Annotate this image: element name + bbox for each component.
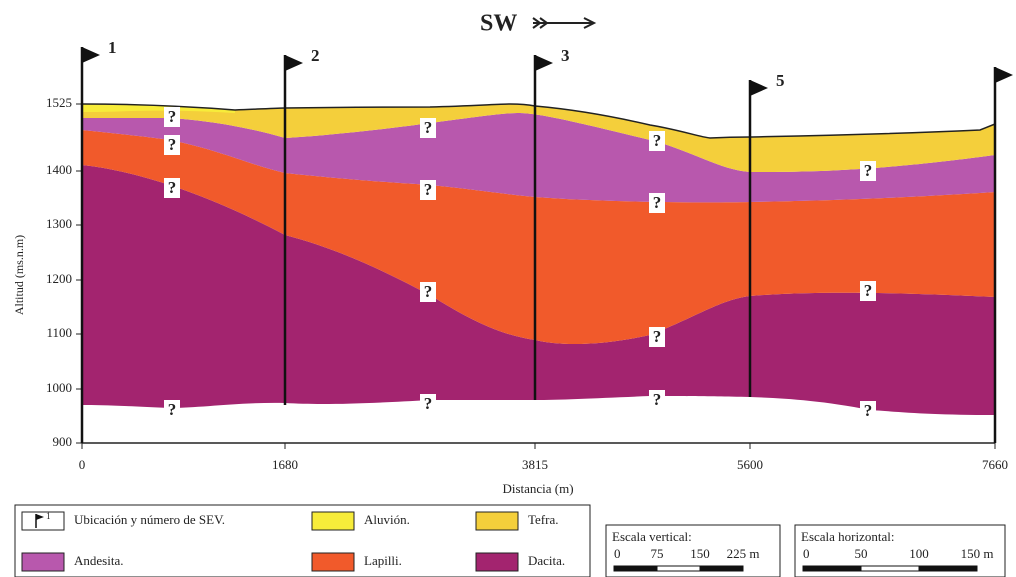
question-mark: ? [168, 135, 177, 154]
sev-flag [535, 55, 553, 71]
question-mark: ? [653, 327, 662, 346]
x-axis-label: Distancia (m) [502, 481, 573, 496]
legend-swatch [312, 553, 354, 571]
y-tick-label: 1000 [46, 380, 72, 395]
y-tick-label: 1100 [46, 325, 72, 340]
x-tick-label: 0 [79, 457, 86, 472]
question-mark: ? [653, 131, 662, 150]
x-tick-label: 3815 [522, 457, 548, 472]
question-mark: ? [653, 193, 662, 212]
x-tick-label: 7660 [982, 457, 1008, 472]
scale-label: 50 [855, 546, 868, 561]
sev-label: 5 [776, 71, 785, 90]
x-tick-label: 1680 [272, 457, 298, 472]
y-tick-label: 900 [53, 434, 73, 449]
legend-swatch [312, 512, 354, 530]
question-mark: ? [424, 282, 433, 301]
scale-label: 100 [909, 546, 929, 561]
legend-sev-number: 1 [46, 511, 51, 521]
scale-title: Escala horizontal: [801, 529, 895, 544]
y-tick-label: 1525 [46, 95, 72, 110]
y-tick-label: 1200 [46, 271, 72, 286]
question-mark: ? [424, 394, 433, 413]
scale-label: 150 [690, 546, 710, 561]
question-mark: ? [168, 400, 177, 419]
y-tick-label: 1300 [46, 216, 72, 231]
cross-section: 1525140013001200110010009000168038155600… [0, 0, 1016, 577]
legend-swatch [22, 553, 64, 571]
sev-label: 1 [108, 38, 117, 57]
scale-label: 225 m [727, 546, 760, 561]
question-mark: ? [653, 390, 662, 409]
legend-sev-icon [22, 512, 64, 530]
x-tick-label: 5600 [737, 457, 763, 472]
legend-swatch [476, 512, 518, 530]
direction-arrow [533, 18, 594, 28]
y-axis-label: Altitud (ms.n.m) [12, 235, 26, 315]
question-mark: ? [168, 107, 177, 126]
sev-flag [995, 67, 1013, 83]
scale-segment [919, 566, 977, 571]
scale-segment [657, 566, 700, 571]
question-mark: ? [424, 180, 433, 199]
scale-segment [803, 566, 861, 571]
sev-flag [750, 80, 768, 96]
scale-segment [700, 566, 743, 571]
scale-segment [614, 566, 657, 571]
scale-segment [861, 566, 919, 571]
question-mark: ? [168, 178, 177, 197]
sev-flag [285, 55, 303, 71]
legend-label: Ubicación y número de SEV. [74, 512, 225, 527]
sev-flag [82, 47, 100, 63]
question-mark: ? [864, 401, 873, 420]
scale-label: 75 [651, 546, 664, 561]
scale-label: 150 m [961, 546, 994, 561]
scale-label: 0 [614, 546, 621, 561]
question-mark: ? [424, 118, 433, 137]
title: SW [480, 11, 517, 37]
legend-label: Aluvión. [364, 512, 410, 527]
question-mark: ? [864, 281, 873, 300]
y-tick-label: 1400 [46, 162, 72, 177]
scale-title: Escala vertical: [612, 529, 692, 544]
legend-label: Dacita. [528, 553, 565, 568]
question-mark: ? [864, 161, 873, 180]
legend-label: Tefra. [528, 512, 558, 527]
sev-label: 3 [561, 46, 570, 65]
legend-label: Lapilli. [364, 553, 402, 568]
scale-label: 0 [803, 546, 810, 561]
legend-swatch [476, 553, 518, 571]
sev-label: 2 [311, 46, 320, 65]
legend-label: Andesita. [74, 553, 123, 568]
